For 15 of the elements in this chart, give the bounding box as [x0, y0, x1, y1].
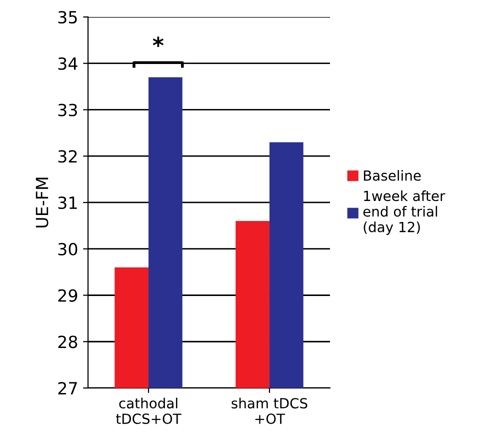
y-tick-label: 29 — [58, 289, 78, 302]
legend-label: Baseline — [364, 170, 421, 181]
x-tick-label: sham tDCS +OT — [232, 398, 308, 424]
y-tick-label: 31 — [58, 196, 77, 210]
y-tick-label: 35 — [58, 10, 77, 24]
y-tick-label: 30 — [58, 242, 78, 256]
y-tick-label: 27 — [58, 382, 77, 394]
x-tick-label: cathodal tDCS+OT — [116, 398, 182, 424]
y-tick-label: 32 — [58, 150, 77, 163]
annotation: * — [152, 36, 164, 47]
y-tick-label: 33 — [58, 104, 77, 116]
y-axis-title: UE-FM — [36, 178, 48, 228]
legend-label: 1week after end of trial (day 12) — [363, 190, 446, 235]
y-tick-label: 28 — [58, 336, 78, 348]
y-tick-label: 34 — [58, 57, 78, 70]
